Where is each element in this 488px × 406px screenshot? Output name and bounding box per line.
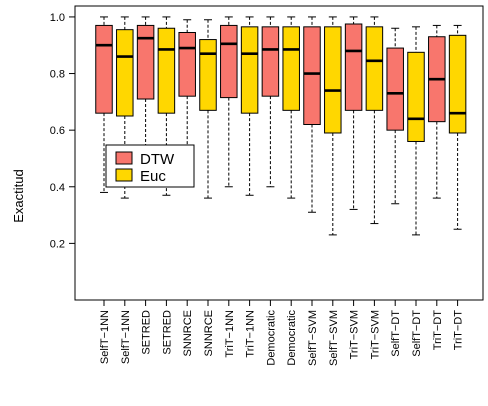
box-12-euc xyxy=(324,16,342,236)
legend-label-dtw: DTW xyxy=(140,151,175,168)
box-iqr xyxy=(344,23,363,111)
x-category-label: Democratic xyxy=(265,310,277,366)
x-category-label: SETRED xyxy=(141,310,153,355)
legend-swatch-euc xyxy=(115,168,133,182)
x-category-label: TriT−SVM xyxy=(369,310,381,359)
x-category-label: TriT−DT xyxy=(453,310,465,351)
x-category-label: SETRED xyxy=(161,310,173,355)
x-category-label: SelfT−1NN xyxy=(99,310,111,364)
box-4-euc xyxy=(157,16,176,196)
x-category-label: TriT−SVM xyxy=(349,310,361,359)
box-iqr xyxy=(303,26,321,125)
box-13-dtw xyxy=(344,16,363,210)
box-iqr xyxy=(261,26,280,97)
x-category-label: SelfT−DT xyxy=(411,310,423,357)
x-category-label: SNNRCE xyxy=(182,310,194,356)
box-14-euc xyxy=(365,16,384,225)
box-iqr xyxy=(157,27,176,114)
box-iqr xyxy=(365,26,384,111)
plot-frame xyxy=(74,5,484,301)
x-category-label: SelfT−DT xyxy=(390,310,402,357)
y-tick-label: 0.2 xyxy=(50,238,65,250)
box-iqr xyxy=(116,29,134,117)
box-15-dtw xyxy=(386,27,404,205)
legend-label-euc: Euc xyxy=(140,168,166,185)
box-iqr xyxy=(178,31,196,97)
box-16-euc xyxy=(407,26,425,236)
x-category-label: Democratic xyxy=(286,310,298,366)
box-iqr xyxy=(448,34,467,134)
x-category-label: TriT−1NN xyxy=(245,310,257,358)
box-17-dtw xyxy=(428,24,446,199)
box-7-dtw xyxy=(220,16,238,188)
box-iqr xyxy=(220,24,238,99)
box-9-dtw xyxy=(261,16,280,188)
box-iqr xyxy=(136,24,155,100)
y-tick-label: 0.6 xyxy=(50,125,65,137)
box-18-euc xyxy=(448,24,467,230)
legend-swatch-dtw xyxy=(115,151,133,165)
y-tick-label: 1.0 xyxy=(50,12,65,24)
y-tick-label: 0.4 xyxy=(50,182,65,194)
x-category-label: SNNRCE xyxy=(203,310,215,356)
box-iqr xyxy=(95,24,113,114)
x-category-label: SelfT−1NN xyxy=(120,310,132,364)
y-tick-label: 0.8 xyxy=(50,69,65,81)
x-category-label: TriT−DT xyxy=(432,310,444,351)
box-iqr xyxy=(386,47,404,131)
box-iqr xyxy=(324,26,342,134)
box-11-dtw xyxy=(303,16,321,213)
box-1-dtw xyxy=(95,16,113,193)
box-10-euc xyxy=(282,16,300,199)
x-category-label: TriT−1NN xyxy=(224,310,236,358)
x-category-label: SelfT−SVM xyxy=(328,310,340,366)
box-iqr xyxy=(282,26,300,111)
box-iqr xyxy=(199,39,217,111)
box-iqr xyxy=(240,26,259,114)
box-iqr xyxy=(407,51,425,142)
box-6-euc xyxy=(199,19,217,199)
box-8-euc xyxy=(240,16,259,196)
x-category-label: SelfT−SVM xyxy=(307,310,319,366)
box-5-dtw xyxy=(178,19,196,185)
y-axis-title: Exactitud xyxy=(11,169,26,222)
